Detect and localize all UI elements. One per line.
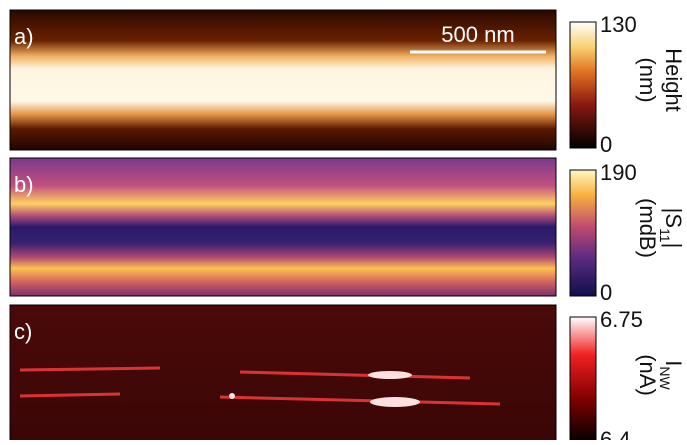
panel-label: a)	[14, 24, 34, 49]
panel-images: 500 nm	[9, 9, 557, 445]
colorbar-max: 6.75	[600, 307, 643, 332]
suffix: |	[661, 243, 686, 249]
current-streaks	[19, 366, 501, 406]
height-map	[9, 9, 557, 151]
current-map	[9, 304, 557, 445]
colorbar-quantity: INW	[657, 360, 686, 390]
colorbar-unit: (mdB)	[635, 198, 660, 258]
colorbar	[569, 21, 597, 149]
panel-label: b)	[14, 172, 34, 197]
panel-label: c)	[14, 319, 32, 344]
colorbar-quantity: |S11|	[657, 208, 686, 249]
subscript: 11	[657, 228, 673, 243]
current-hotspots	[229, 371, 420, 407]
colorbar-min: 0	[600, 280, 612, 305]
colorbar-quantity: Height	[661, 48, 686, 112]
colorbar-max: 190	[600, 160, 637, 185]
quantity: I	[661, 360, 686, 366]
subscript: NW	[657, 366, 673, 390]
colorbar-max: 130	[600, 12, 637, 37]
colorbar	[569, 169, 597, 297]
colorbar-min: 6.4	[600, 427, 631, 440]
s11-map	[9, 157, 557, 297]
colorbar-unit: (nA)	[635, 354, 660, 396]
colorbar-min: 0	[600, 132, 612, 157]
colorbar-unit: (nm)	[635, 57, 660, 102]
quantity: |S	[661, 208, 686, 228]
scale-bar-label: 500 nm	[441, 22, 514, 47]
colorbar	[569, 316, 597, 444]
quantity: Height	[661, 48, 686, 112]
